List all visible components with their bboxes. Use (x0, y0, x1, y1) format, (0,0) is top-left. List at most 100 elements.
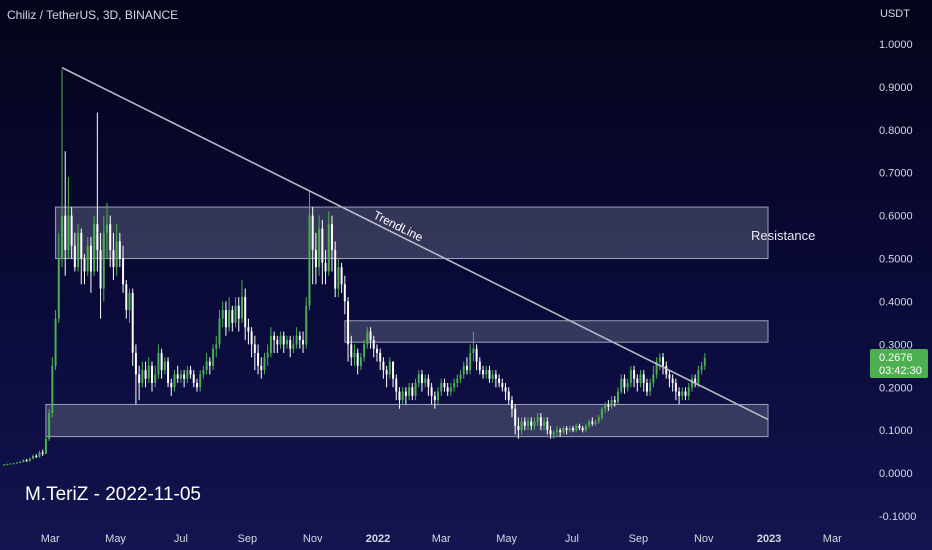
candle-197 (636, 378, 639, 383)
candle-127 (411, 387, 414, 396)
resistance-label: Resistance (751, 228, 815, 243)
candle-205 (662, 357, 665, 366)
candle-67 (218, 318, 221, 345)
candle-177 (572, 428, 575, 431)
candle-154 (498, 378, 501, 383)
candle-28 (93, 224, 96, 272)
y-tick-label: 0.6000 (879, 211, 913, 223)
y-axis[interactable]: 1.0000 0.9000 0.8000 0.7000 0.6000 0.5000 0.40… (879, 39, 916, 523)
candle-45 (147, 365, 150, 379)
candle-53 (173, 374, 176, 388)
x-tick-label: May (496, 533, 517, 545)
candle-114 (369, 331, 372, 341)
candle-103 (334, 249, 337, 289)
x-axis[interactable]: Mar May Jul Sep Nov 2022 Mar May Jul Sep Nov 2023 Ma… (41, 533, 842, 545)
candle-174 (562, 428, 565, 433)
candle-85 (276, 340, 279, 345)
candle-24 (80, 232, 83, 259)
y-tick-label: 0.0000 (879, 468, 913, 480)
candle-213 (687, 387, 690, 396)
candle-102 (330, 224, 333, 250)
candle-11 (38, 452, 41, 457)
candle-126 (408, 387, 411, 396)
candle-166 (536, 417, 539, 422)
symbol-title[interactable]: Chiliz / TetherUS, 3D, BINANCE (7, 8, 178, 22)
x-tick-label: 2023 (757, 533, 781, 545)
candle-106 (343, 284, 346, 302)
candle-39 (128, 292, 131, 311)
candle-153 (494, 374, 497, 379)
candle-91 (295, 335, 298, 345)
candle-12 (41, 452, 44, 454)
candle-87 (282, 335, 285, 345)
candle-48 (157, 352, 160, 375)
x-tick-label: Jul (174, 533, 188, 545)
candle-42 (138, 374, 141, 383)
candle-84 (273, 335, 276, 341)
candle-50 (163, 361, 166, 371)
candle-182 (588, 421, 591, 426)
last-price-tag-bg (870, 349, 928, 378)
zone-2[interactable] (45, 403, 769, 438)
x-tick-label: Mar (41, 533, 60, 545)
candle-147 (475, 348, 478, 362)
candle-0 (3, 464, 6, 466)
candle-88 (285, 340, 288, 345)
candle-178 (575, 425, 578, 431)
candle-211 (681, 391, 684, 396)
candle-26 (86, 245, 89, 272)
x-tick-label: Jul (565, 533, 579, 545)
candle-140 (453, 382, 456, 388)
candle-217 (700, 365, 703, 371)
y-tick-label: 0.5000 (879, 254, 913, 266)
zone-1[interactable] (344, 320, 769, 343)
candle-138 (446, 387, 449, 392)
candle-58 (189, 370, 192, 375)
zones-layer (45, 206, 769, 438)
trendline[interactable] (61, 66, 769, 421)
candle-108 (350, 344, 353, 358)
candles-layer (3, 69, 706, 466)
y-tick-label: -0.1000 (879, 511, 916, 523)
candle-38 (125, 284, 128, 311)
candle-47 (154, 374, 157, 383)
candle-9 (32, 455, 35, 459)
candle-100 (324, 262, 327, 272)
candle-120 (388, 361, 391, 375)
candle-141 (456, 378, 459, 383)
candle-173 (559, 430, 562, 433)
y-tick-label: 0.1000 (879, 425, 913, 437)
candle-212 (684, 391, 687, 396)
candle-184 (594, 421, 597, 424)
candle-130 (420, 374, 423, 383)
candle-149 (482, 370, 485, 375)
candle-86 (279, 335, 282, 345)
candle-160 (517, 425, 520, 431)
candle-116 (375, 348, 378, 353)
candle-61 (199, 374, 202, 388)
candle-151 (488, 370, 491, 379)
zone-0[interactable] (55, 206, 769, 260)
candle-110 (356, 352, 359, 366)
candle-216 (697, 370, 700, 383)
candle-169 (546, 421, 549, 431)
candle-46 (150, 365, 153, 383)
candle-172 (555, 430, 558, 433)
candle-31 (102, 232, 105, 289)
candle-123 (398, 391, 401, 401)
candle-40 (131, 292, 134, 353)
candle-186 (600, 408, 603, 418)
candle-19 (64, 215, 67, 250)
y-tick-label: 0.3000 (879, 339, 913, 351)
candle-171 (552, 432, 555, 435)
candle-170 (549, 430, 552, 435)
candle-96 (311, 215, 314, 250)
candle-133 (430, 387, 433, 396)
candle-101 (327, 224, 330, 272)
candle-2 (9, 463, 12, 465)
candle-22 (73, 245, 76, 268)
candle-43 (141, 370, 144, 383)
candle-119 (385, 370, 388, 375)
candle-198 (639, 374, 642, 383)
